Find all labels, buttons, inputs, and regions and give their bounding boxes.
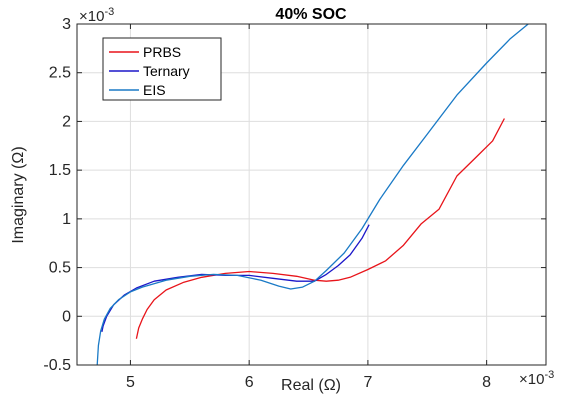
plot-frame: [76, 23, 547, 366]
legend-items: PRBS Ternary EIS: [109, 44, 190, 98]
x-multiplier-exponent: -3: [544, 369, 554, 381]
y-tick-label: 2.5: [49, 65, 71, 82]
legend-label-eis: EIS: [143, 82, 166, 98]
x-multiplier-base: ×10: [519, 371, 544, 388]
y-tick-label: 3: [62, 16, 71, 33]
y-tick-label: -0.5: [43, 357, 71, 374]
y-axis-multiplier: ×10-3: [79, 6, 114, 25]
x-tick-label: 7: [363, 374, 372, 391]
chart-title: 40% SOC: [275, 6, 347, 23]
y-tick-label: 0: [62, 308, 71, 325]
series-line-eis: [96, 23, 529, 366]
series-line-prbs: [135, 118, 505, 339]
ticks: 5 6 7 8 -0.5 0 0.5 1 1.5 2 2.5 3: [43, 16, 546, 391]
series-layer: [96, 23, 529, 366]
y-tick-label: 1.5: [49, 162, 71, 179]
x-tick-label: 5: [126, 374, 135, 391]
x-axis-multiplier: ×10-3: [519, 369, 554, 388]
y-multiplier-exponent: -3: [104, 6, 114, 18]
y-tick-label: 1: [62, 211, 71, 228]
x-tick-label: 6: [245, 374, 254, 391]
legend: PRBS Ternary EIS: [102, 37, 222, 101]
legend-label-ternary: Ternary: [143, 63, 190, 79]
x-axis-label: Real (Ω): [281, 377, 341, 394]
y-axis-label: Imaginary (Ω): [10, 146, 27, 243]
y-tick-label: 0.5: [49, 260, 71, 277]
legend-label-prbs: PRBS: [143, 44, 181, 60]
y-multiplier-base: ×10: [79, 8, 104, 25]
x-tick-label: 8: [482, 374, 491, 391]
y-tick-label: 2: [62, 113, 71, 130]
